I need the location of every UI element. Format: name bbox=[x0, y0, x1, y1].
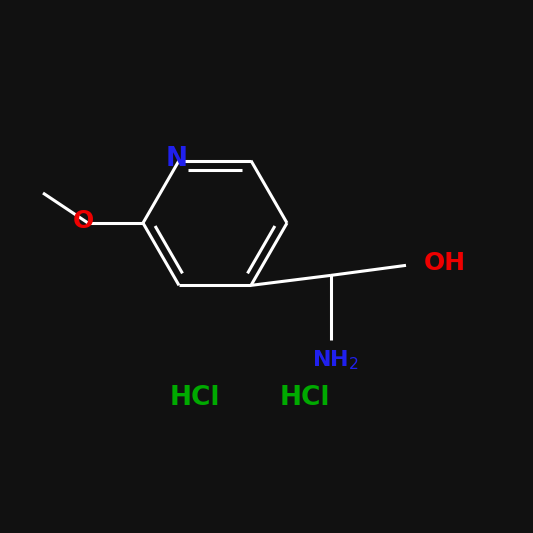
Text: HCl: HCl bbox=[280, 385, 330, 411]
Text: HCl: HCl bbox=[169, 385, 220, 411]
Text: O: O bbox=[72, 209, 94, 233]
Text: NH$_2$: NH$_2$ bbox=[312, 349, 360, 372]
Text: N: N bbox=[166, 146, 188, 172]
Text: OH: OH bbox=[424, 252, 466, 276]
